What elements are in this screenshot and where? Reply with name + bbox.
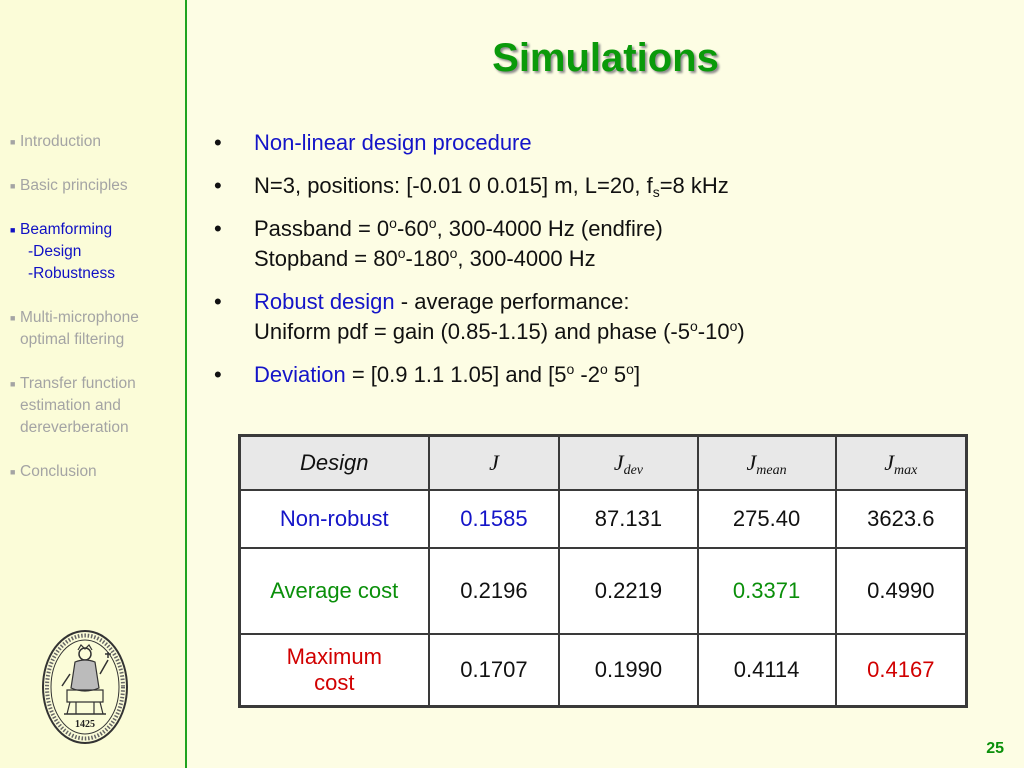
- header-jdev: Jdev: [558, 434, 699, 491]
- table-cell: 0.4167: [834, 633, 968, 707]
- slide-title: Simulations: [492, 36, 719, 80]
- degree-mark: o: [600, 361, 608, 377]
- table-cell: 0.1707: [427, 633, 561, 707]
- bullet-text: N=3, positions: [-0.01 0 0.015] m, L=20,…: [254, 173, 653, 198]
- nav-item-conclusion[interactable]: ■ Conclusion: [10, 461, 180, 483]
- nav-item-transfer-function[interactable]: ■ Transfer function estimation and derev…: [10, 373, 180, 439]
- square-bullet-icon: ■: [10, 181, 16, 191]
- bullet-text: Passband = 0: [254, 216, 390, 241]
- sidebar: ■ Introduction ■ Basic principles ■ Beam…: [0, 0, 185, 768]
- row-label-maximum-cost: Maximum cost: [238, 633, 430, 707]
- square-bullet-icon: ■: [10, 379, 16, 389]
- table-cell: 0.4990: [834, 547, 968, 635]
- bullet-text: Stopband = 80: [254, 246, 398, 271]
- degree-mark: o: [389, 215, 397, 231]
- table-row: Average cost 0.2196 0.2219 0.3371 0.4990: [238, 547, 968, 635]
- bullet-item: Robust design - average performance: Uni…: [212, 287, 1002, 347]
- page-number: 25: [986, 740, 1004, 757]
- degree-mark: o: [729, 318, 738, 334]
- nav-item-label: Basic principles: [20, 177, 128, 194]
- nav-item-label: Conclusion: [20, 463, 97, 480]
- degree-mark: o: [689, 318, 698, 334]
- bullet-text: 5: [607, 362, 627, 387]
- header-base: J: [746, 450, 757, 475]
- results-table: Design J Jdev Jmean Jmax Non-robust 0.15…: [238, 434, 968, 708]
- bullet-text: -180: [405, 246, 450, 271]
- table-cell: 0.3371: [696, 547, 837, 635]
- square-bullet-icon: ■: [10, 225, 16, 235]
- bullet-text-highlight: Non-linear design procedure: [254, 130, 532, 155]
- nav-item-label-line3: dereverberation: [20, 419, 129, 436]
- table-cell: 3623.6: [834, 489, 968, 549]
- table-cell: 87.131: [558, 489, 699, 549]
- square-bullet-icon: ■: [10, 313, 16, 323]
- table-row: Maximum cost 0.1707 0.1990 0.4114 0.4167: [238, 633, 968, 707]
- table-cell: 0.4114: [696, 633, 837, 707]
- bullet-text: ]: [633, 362, 641, 387]
- bullet-text: -10: [697, 319, 730, 344]
- subscript: s: [652, 184, 660, 200]
- table-header-row: Design J Jdev Jmean Jmax: [238, 434, 968, 491]
- table-cell: 0.1990: [558, 633, 699, 707]
- nav-item-beamforming[interactable]: ■ Beamforming -Design -Robustness: [10, 219, 180, 285]
- square-bullet-icon: ■: [10, 467, 16, 477]
- bullet-text: , 300-4000 Hz: [457, 246, 596, 271]
- bullet-text: -2: [574, 362, 600, 387]
- nav-item-multi-microphone[interactable]: ■ Multi-microphone optimal filtering: [10, 307, 180, 351]
- bullet-item: N=3, positions: [-0.01 0 0.015] m, L=20,…: [212, 171, 1002, 201]
- bullet-list: Non-linear design procedure N=3, positio…: [212, 128, 1002, 403]
- degree-mark: o: [566, 361, 575, 377]
- bullet-text: - average performance:: [394, 289, 630, 314]
- square-bullet-icon: ■: [10, 137, 16, 147]
- degree-mark: o: [626, 361, 634, 377]
- nav-item-introduction[interactable]: ■ Introduction: [10, 131, 180, 153]
- bullet-text: ): [737, 319, 745, 344]
- divider-line: [185, 0, 187, 768]
- bullet-item: Passband = 0o-60o, 300-4000 Hz (endfire)…: [212, 214, 1002, 274]
- header-base: J: [884, 450, 895, 475]
- nav-item-basic-principles[interactable]: ■ Basic principles: [10, 175, 180, 197]
- table-cell: 0.2219: [558, 547, 699, 635]
- nav-item-label: Beamforming: [20, 221, 113, 238]
- degree-mark: o: [428, 215, 437, 231]
- degree-mark: o: [397, 245, 406, 261]
- header-subscript: max: [894, 463, 918, 478]
- bullet-text: Uniform pdf = gain (0.85-1.15) and phase…: [254, 319, 690, 344]
- table-row: Non-robust 0.1585 87.131 275.40 3623.6: [238, 489, 968, 549]
- bullet-text: =8 kHz: [659, 173, 729, 198]
- bullet-text-highlight: Robust design: [254, 289, 395, 314]
- table-cell: 0.1585: [427, 489, 561, 549]
- nav-item-label: Multi-microphone: [20, 309, 139, 326]
- header-j: J: [427, 434, 561, 491]
- bullet-text: , 300-4000 Hz (endfire): [436, 216, 663, 241]
- nav-item-label-line2: estimation and: [20, 397, 121, 414]
- bullet-text: -60: [396, 216, 429, 241]
- header-subscript: dev: [623, 463, 644, 478]
- bullet-item: Deviation = [0.9 1.1 1.05] and [5o -2o 5…: [212, 360, 1002, 390]
- header-base: J: [613, 450, 624, 475]
- header-jmax: Jmax: [834, 434, 968, 491]
- outline-nav: ■ Introduction ■ Basic principles ■ Beam…: [10, 131, 180, 505]
- header-design: Design: [238, 434, 430, 491]
- nav-subitem-design[interactable]: -Design: [28, 243, 82, 260]
- degree-mark: o: [449, 245, 458, 261]
- university-seal-logo: 1425: [42, 630, 128, 744]
- header-subscript: mean: [756, 463, 787, 478]
- nav-item-label-line2: optimal filtering: [20, 331, 125, 348]
- bullet-text-highlight: Deviation: [254, 362, 346, 387]
- bullet-item: Non-linear design procedure: [212, 128, 1002, 158]
- header-jmean: Jmean: [696, 434, 837, 491]
- row-label-average-cost: Average cost: [238, 547, 430, 635]
- bullet-text: = [0.9 1.1 1.05] and [5: [345, 362, 567, 387]
- table-cell: 0.2196: [427, 547, 561, 635]
- nav-item-label: Introduction: [20, 133, 101, 150]
- nav-subitem-robustness[interactable]: -Robustness: [28, 265, 116, 282]
- seal-year: 1425: [75, 719, 95, 730]
- table-cell: 275.40: [696, 489, 837, 549]
- nav-item-label: Transfer function: [20, 375, 136, 392]
- row-label-non-robust: Non-robust: [238, 489, 430, 549]
